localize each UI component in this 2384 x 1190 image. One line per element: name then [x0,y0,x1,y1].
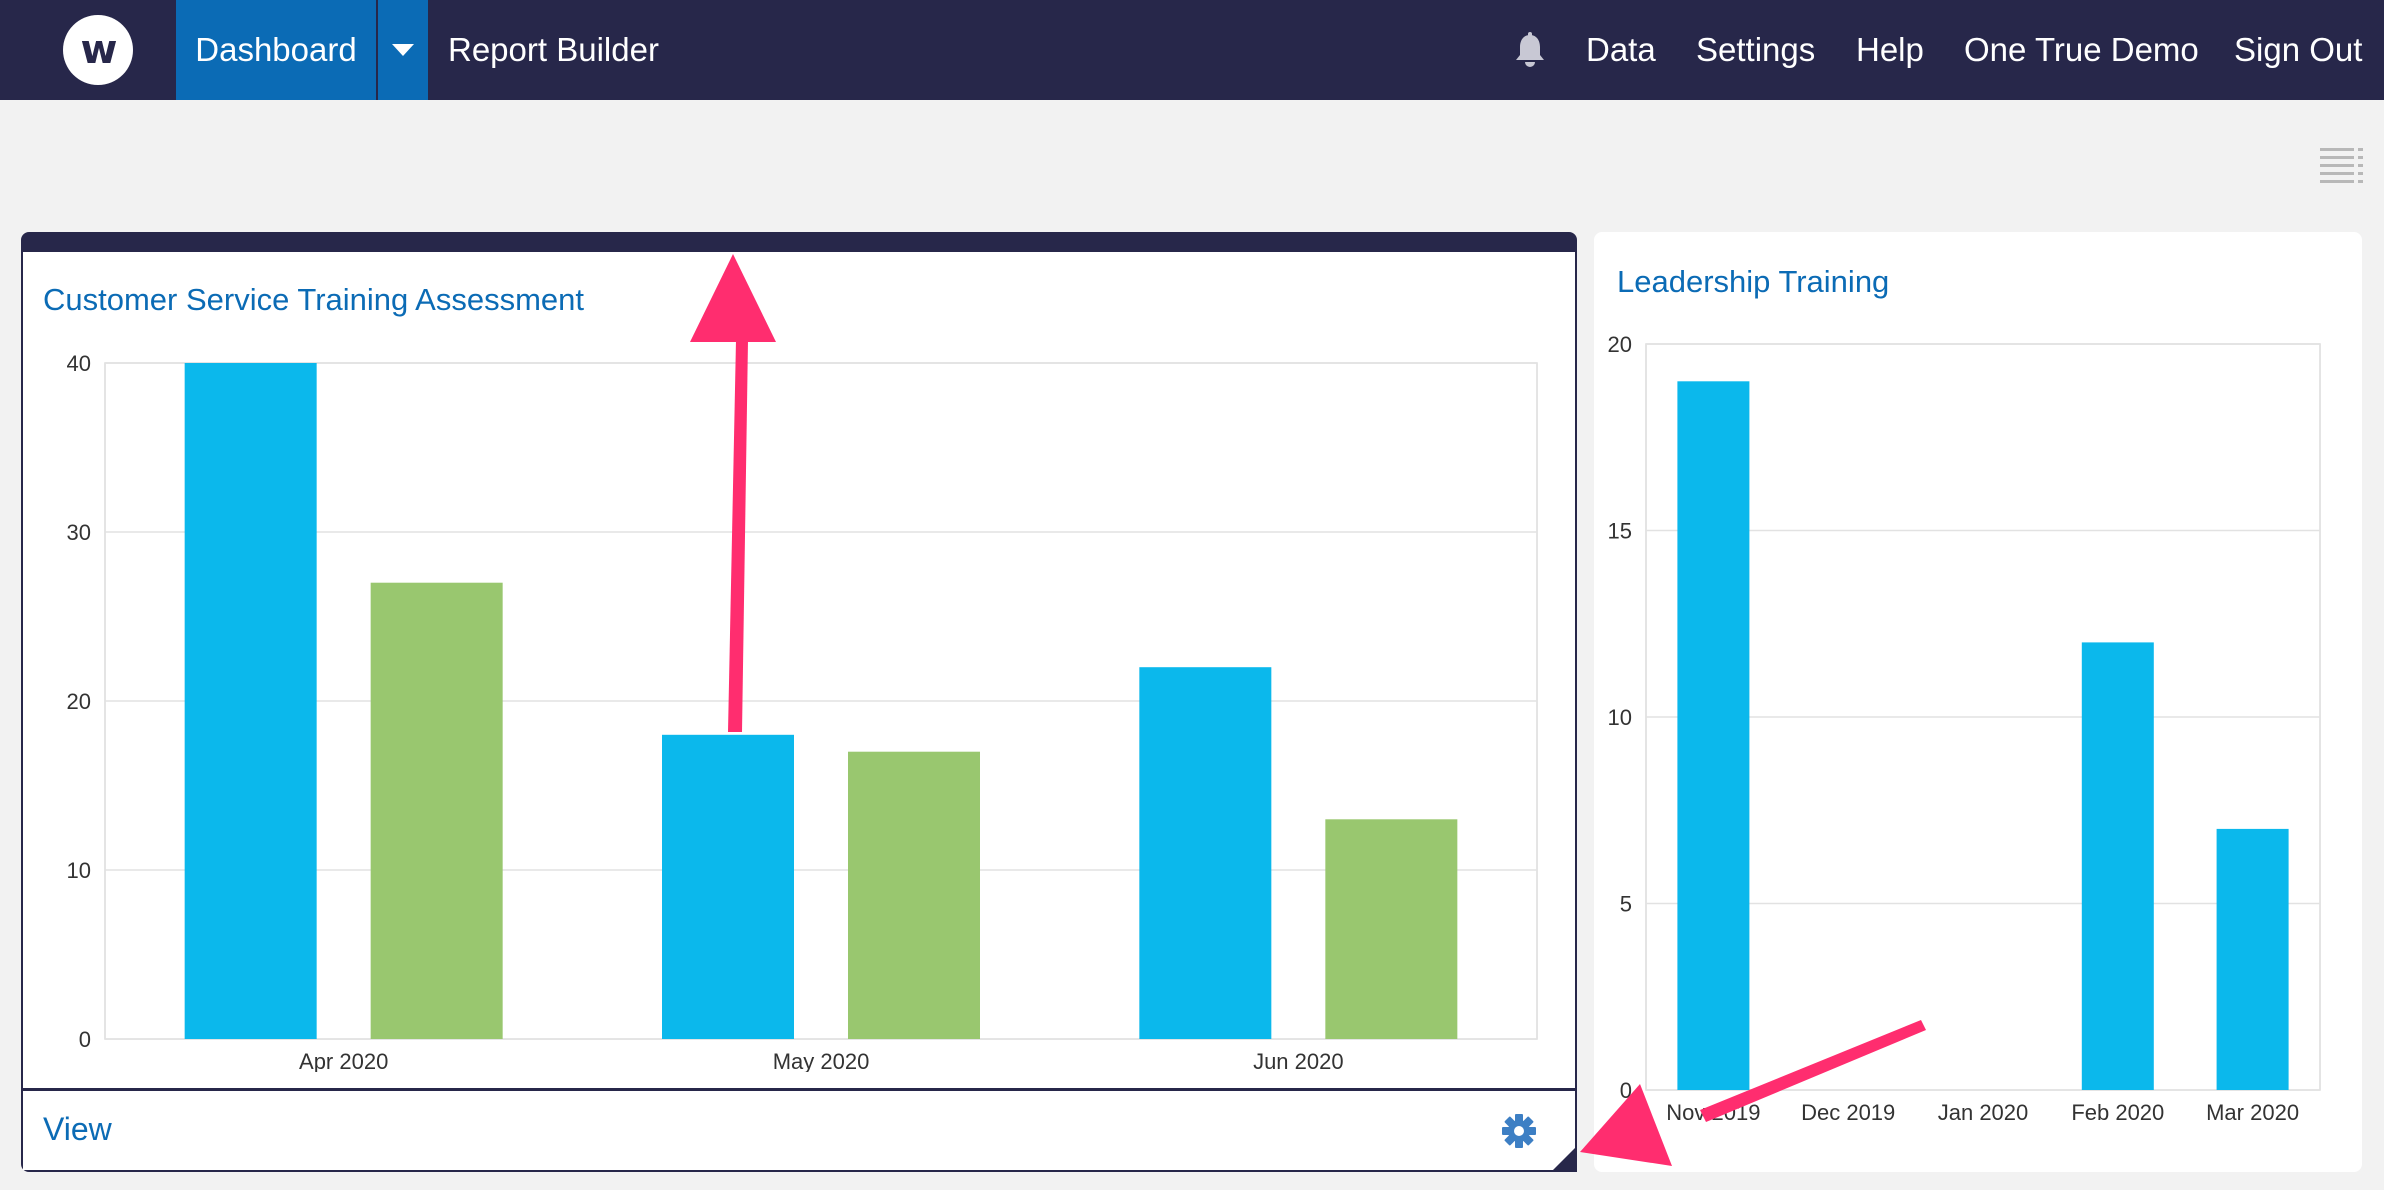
nav-data[interactable]: Data [1586,0,1656,100]
bar[interactable] [370,582,503,1039]
x-tick-label: Apr 2020 [299,1049,388,1072]
y-tick-label: 10 [67,858,91,883]
bar[interactable] [1325,819,1458,1039]
nav-settings[interactable]: Settings [1696,0,1815,100]
widget-customer-service[interactable]: Customer Service Training Assessment 0 10… [21,232,1577,1172]
y-tick-label: 10 [1608,705,1632,730]
x-tick-label: Jan 2020 [1938,1100,2029,1125]
nav-data-label: Data [1586,31,1656,68]
dashboard-dropdown-button[interactable] [376,0,428,100]
list-view-icon[interactable] [2320,146,2364,186]
bar[interactable] [1677,381,1750,1090]
y-tick-label: 0 [1620,1078,1632,1103]
nav-report-builder[interactable]: Report Builder [448,0,659,100]
x-tick-label: Jun 2020 [1253,1049,1344,1072]
nav-report-builder-label: Report Builder [448,31,659,68]
y-tick-label: 40 [67,351,91,376]
caret-down-icon [392,44,414,56]
nav-account[interactable]: One True Demo [1964,0,2199,100]
nav-settings-label: Settings [1696,31,1816,68]
x-tick-label: Mar 2020 [2206,1100,2299,1125]
nav-sign-out-label: Sign Out [2234,31,2363,68]
nav-account-label: One True Demo [1964,31,2199,68]
bar[interactable] [662,734,794,1039]
widget-leadership[interactable]: Leadership Training 0 5 10 15 20 Nov 2019 Dec … [1594,232,2362,1172]
widget-title[interactable]: Leadership Training [1617,264,1890,299]
resize-handle[interactable] [1551,1146,1577,1172]
view-link[interactable]: View [43,1111,112,1147]
top-navigation-bar: w Dashboard Report Builder Data Settings… [0,0,2384,100]
y-tick-label: 20 [67,689,91,714]
y-tick-label: 0 [79,1027,91,1052]
nav-help-label: Help [1856,31,1924,68]
gear-icon[interactable] [1501,1113,1537,1149]
y-tick-label: 30 [67,520,91,545]
logo-letter: w [80,27,118,73]
nav-sign-out[interactable]: Sign Out [2234,0,2362,100]
y-tick-label: 20 [1608,332,1632,357]
bar[interactable] [2216,828,2289,1090]
x-tick-label: May 2020 [773,1049,870,1072]
y-tick-label: 5 [1620,892,1632,917]
widget-title[interactable]: Customer Service Training Assessment [43,282,584,317]
leadership-chart: 0 5 10 15 20 Nov 2019 Dec 2019 Jan 2020 Feb 2020… [1608,332,2321,1125]
x-tick-label: Nov 2019 [1666,1100,1760,1125]
nav-dashboard[interactable]: Dashboard [176,0,376,100]
bell-icon[interactable] [1514,32,1546,68]
nav-dashboard-label: Dashboard [195,31,357,68]
bar[interactable] [2081,642,2154,1090]
nav-help[interactable]: Help [1856,0,1924,100]
bar[interactable] [184,363,317,1039]
x-tick-label: Feb 2020 [2071,1100,2164,1125]
bar[interactable] [848,751,980,1039]
x-tick-label: Dec 2019 [1801,1100,1895,1125]
app-logo[interactable]: w [63,15,133,85]
y-tick-label: 15 [1608,519,1632,544]
widget-footer: View [23,1088,1575,1170]
bar[interactable] [1139,667,1272,1039]
